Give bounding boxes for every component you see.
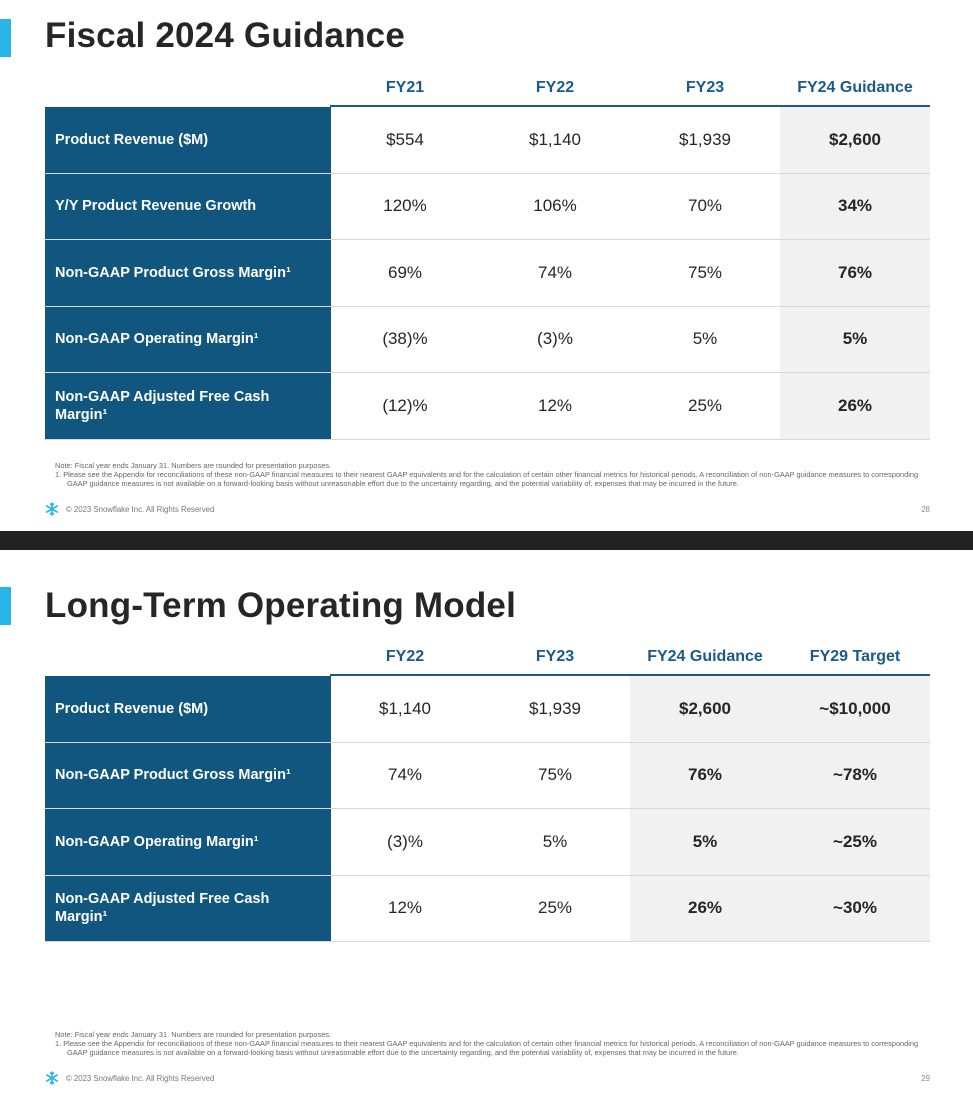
table-cell: $554 [386,129,424,149]
table-cell: 106% [533,196,577,216]
table-header-row: FY22 FY23 FY24 Guidance FY29 Target [45,642,930,676]
header-rule [330,674,930,676]
table-cell: 12% [387,898,423,918]
title-accent-bar [0,19,11,57]
column-header: FY23 [685,79,725,96]
table-cell-guidance: 34% [780,173,930,239]
table-cell-guidance: $2,600 [630,676,780,742]
header-rule [330,105,930,107]
slide-footer: © 2023 Snowflake Inc. All Rights Reserve… [45,502,930,517]
column-header: FY29 Target [809,648,901,665]
table-cell: 120% [383,196,427,216]
table-row: Product Revenue ($M) $1,140 $1,939 $2,60… [45,676,930,743]
table-cell: 74% [537,262,573,282]
table-cell: 70% [687,196,723,216]
footnote-line: 1. Please see the Appendix for reconcili… [55,470,919,489]
snowflake-icon [45,1071,59,1085]
copyright: © 2023 Snowflake Inc. All Rights Reserve… [66,1074,215,1083]
table-cell: 74% [387,765,423,785]
table-cell-target: ~$10,000 [780,676,930,742]
table-cell-target: ~25% [780,809,930,875]
table-cell-target: ~30% [780,875,930,941]
row-label: Non-GAAP Adjusted Free Cash Margin¹ [45,875,331,941]
page-number: 29 [921,1074,930,1083]
table-row: Non-GAAP Product Gross Margin¹ 69% 74% 7… [45,240,930,307]
table-cell: 25% [687,395,723,415]
table-cell: $1,939 [529,698,581,718]
table-cell: 5% [692,329,718,349]
table-row: Non-GAAP Product Gross Margin¹ 74% 75% 7… [45,742,930,809]
table-cell: 75% [687,262,723,282]
table-cell-guidance: 76% [630,742,780,808]
table-cell: $1,140 [379,698,431,718]
column-header: FY21 [385,79,425,96]
table-header-row: FY21 FY22 FY23 FY24 Guidance [45,73,930,107]
table-row: Non-GAAP Adjusted Free Cash Margin¹ (12)… [45,373,930,440]
slide-divider [0,531,973,550]
table-cell: (38)% [382,329,428,349]
row-label: Non-GAAP Operating Margin¹ [45,809,331,875]
column-header: FY22 [535,79,575,96]
row-label: Non-GAAP Operating Margin¹ [45,306,331,372]
table-cell-guidance: 76% [780,240,930,306]
table-row: Y/Y Product Revenue Growth 120% 106% 70%… [45,173,930,240]
row-label: Non-GAAP Product Gross Margin¹ [45,240,331,306]
footnote-line: Note: Fiscal year ends January 31. Numbe… [55,461,332,470]
table-cell: (12)% [382,395,428,415]
table-cell: (3)% [387,831,423,851]
table-cell-target: ~78% [780,742,930,808]
slide-footer: © 2023 Snowflake Inc. All Rights Reserve… [45,1071,930,1086]
footnote: Note: Fiscal year ends January 31. Numbe… [55,1030,930,1058]
page-number: 28 [921,505,930,514]
table-cell-guidance: 26% [630,875,780,941]
table-row: Non-GAAP Operating Margin¹ (3)% 5% 5% ~2… [45,809,930,876]
table-cell: (3)% [537,329,573,349]
table-cell: 25% [537,898,573,918]
column-header: FY24 Guidance [797,79,913,96]
column-header: FY24 Guidance [647,648,763,665]
table-cell: $1,140 [529,129,581,149]
table-cell: 75% [537,765,573,785]
table-row: Product Revenue ($M) $554 $1,140 $1,939 … [45,107,930,174]
column-header: FY23 [535,648,575,665]
column-header: FY22 [385,648,425,665]
row-label: Non-GAAP Adjusted Free Cash Margin¹ [45,373,331,439]
slide-fiscal-2024-guidance: Fiscal 2024 Guidance FY21 FY22 FY23 FY24… [0,0,973,531]
guidance-table: FY21 FY22 FY23 FY24 Guidance Product Rev… [45,73,930,440]
title-accent-bar [0,587,11,625]
table-cell: $1,939 [679,129,731,149]
table-cell: 5% [542,831,568,851]
operating-model-table: FY22 FY23 FY24 Guidance FY29 Target Prod… [45,642,930,942]
snowflake-icon [45,502,59,516]
footnote-line: 1. Please see the Appendix for reconcili… [55,1039,919,1058]
table-row: Non-GAAP Adjusted Free Cash Margin¹ 12% … [45,875,930,942]
table-cell-guidance: 5% [780,306,930,372]
table-cell: 12% [537,395,573,415]
table-cell-guidance: 26% [780,373,930,439]
slide-long-term-operating-model: Long-Term Operating Model FY22 FY23 FY24… [0,550,973,1098]
table-cell-guidance: $2,600 [780,107,930,173]
page-title: Long-Term Operating Model [45,586,517,625]
row-label: Non-GAAP Product Gross Margin¹ [45,742,331,808]
table-row: Non-GAAP Operating Margin¹ (38)% (3)% 5%… [45,306,930,373]
footnote: Note: Fiscal year ends January 31. Numbe… [55,461,930,489]
table-cell-guidance: 5% [630,809,780,875]
row-label: Product Revenue ($M) [45,676,331,742]
page-title: Fiscal 2024 Guidance [45,16,406,55]
row-label: Product Revenue ($M) [45,107,331,173]
footnote-line: Note: Fiscal year ends January 31. Numbe… [55,1030,332,1039]
table-cell: 69% [387,262,423,282]
copyright: © 2023 Snowflake Inc. All Rights Reserve… [66,505,215,514]
row-label: Y/Y Product Revenue Growth [45,173,331,239]
